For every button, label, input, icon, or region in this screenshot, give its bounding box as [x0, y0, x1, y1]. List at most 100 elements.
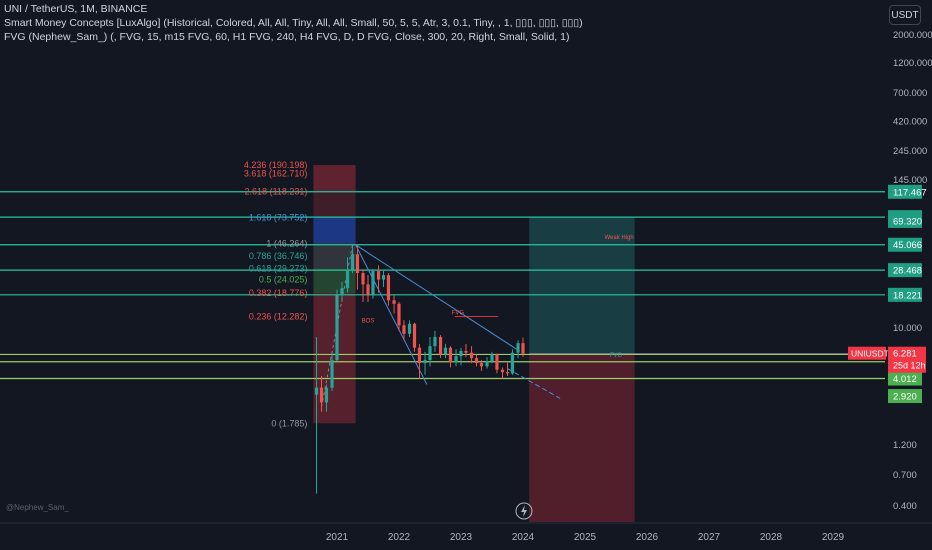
indicator-legend-smc[interactable]: Smart Money Concepts [LuxAlgo] (Historic…	[4, 17, 583, 29]
candle-body	[386, 275, 391, 301]
fib-zone-1618	[313, 217, 356, 244]
fib-zone-786	[313, 243, 356, 269]
fib-label-0: 4.236 (190.198)	[244, 160, 308, 170]
y-tick-9: 0.400	[893, 501, 917, 512]
price-level-lines	[0, 191, 885, 380]
candle-body	[376, 271, 381, 280]
x-tick-0: 2021	[326, 532, 349, 543]
fib-label-1: 3.618 (162.710)	[244, 169, 308, 179]
candle-body	[355, 254, 360, 274]
price-tag-bg-9	[888, 389, 922, 404]
y-tick-2: 700.000	[893, 88, 927, 99]
candle-body	[516, 343, 520, 353]
candle-12	[376, 265, 381, 293]
indicator-legend-fvg[interactable]: FVG (Nephew_Sam_) (, FVG, 15, m15 FVG, 6…	[4, 31, 570, 43]
candle-11	[371, 269, 375, 299]
x-tick-3: 2024	[512, 532, 535, 543]
y-tick-6: 10.000	[893, 323, 922, 334]
bar-countdown: 25d 12h	[893, 361, 926, 371]
candle-26	[448, 346, 453, 368]
y-tick-3: 420.000	[893, 116, 927, 127]
chart-zones	[313, 165, 635, 522]
candle-2	[324, 384, 329, 412]
fib-label-8: 0.382 (18.776)	[249, 288, 308, 298]
candle-40	[521, 337, 525, 358]
annotation-3: FVG	[610, 353, 623, 359]
annotation-2: Weak High	[604, 235, 633, 241]
candle-5	[340, 281, 344, 303]
fib-label-4: 1 (46.264)	[266, 238, 307, 248]
candle-3	[330, 351, 334, 392]
candle-27	[454, 349, 458, 367]
annotation-0: FVG	[452, 310, 465, 316]
candle-21	[423, 351, 427, 375]
price-tag-bg-2	[888, 213, 922, 228]
fibonacci-labels: 4.236 (190.198)3.618 (162.710) 2.618 (118…	[244, 160, 308, 428]
steep-trendline	[355, 244, 428, 385]
chart-drawings	[321, 244, 885, 407]
candle-24	[438, 335, 443, 359]
candle-25	[443, 343, 448, 359]
candle-body	[448, 347, 453, 363]
y-tick-8: 0.700	[893, 470, 917, 481]
fib-label-5: 0.786 (36.746)	[249, 251, 308, 261]
icon-bolt	[521, 505, 527, 517]
candle-body	[340, 288, 344, 296]
candle-body	[428, 346, 432, 361]
candle-body	[433, 336, 437, 347]
candle-body	[479, 363, 484, 367]
candle-14	[386, 273, 391, 306]
fib-label-7: 0.5 (24.025)	[259, 275, 308, 285]
price-tag-0: 117.467	[893, 187, 927, 198]
candle-20	[417, 343, 422, 379]
candle-body	[366, 284, 370, 296]
candle-35	[495, 353, 499, 374]
candle-37	[505, 362, 510, 376]
currency-button[interactable]: USDT	[889, 5, 921, 25]
candle-4	[335, 289, 339, 362]
candle-23	[433, 330, 437, 352]
symbol-title: UNI / TetherUS, 1M, BINANCE	[4, 3, 148, 15]
price-tag-bg-8	[888, 371, 922, 386]
candle-body	[485, 361, 489, 367]
candle-body	[459, 350, 463, 357]
x-tick-4: 2025	[574, 532, 597, 543]
replay-lightning-icon[interactable]	[515, 502, 533, 520]
fib-label-2: 2.618 (118.231)	[245, 186, 308, 196]
candle-6	[345, 257, 350, 293]
price-axis: 2000.000 1200.000 700.000 420.000 245.000 145…	[848, 30, 932, 512]
fib-zone-618	[313, 268, 356, 294]
candle-body	[319, 387, 324, 403]
candle-33	[485, 357, 489, 369]
candle-18	[407, 320, 412, 337]
candle-body	[490, 354, 494, 362]
candle-body	[402, 325, 406, 334]
x-tick-6: 2027	[698, 532, 721, 543]
x-tick-8: 2029	[822, 532, 845, 543]
candle-15	[392, 295, 396, 314]
candle-body	[407, 323, 412, 334]
price-tag-bg-3	[888, 237, 922, 252]
fib-label-3: 1.618 (73.752)	[249, 213, 308, 223]
y-tick-5: 145.000	[893, 175, 927, 186]
price-tag-bg-0	[888, 184, 922, 199]
y-tick-7: 1.200	[893, 440, 917, 451]
price-tag-8: 4.012	[893, 374, 917, 385]
y-tick-4: 245.000	[893, 146, 927, 157]
candle-body	[500, 369, 505, 373]
candle-body	[495, 354, 499, 370]
fib-label-10: 0 (1.785)	[271, 418, 307, 428]
candle-body	[454, 356, 458, 363]
candle-body	[469, 352, 474, 359]
candle-7	[350, 244, 355, 274]
candle-28	[459, 347, 463, 366]
candle-body	[350, 254, 355, 272]
candlestick-series	[314, 244, 525, 494]
candle-10	[366, 275, 370, 303]
last-price-bg	[888, 346, 926, 373]
candle-29	[464, 343, 468, 358]
annotation-1: BOS	[362, 319, 375, 325]
x-tick-1: 2022	[388, 532, 411, 543]
candle-body	[423, 360, 427, 364]
